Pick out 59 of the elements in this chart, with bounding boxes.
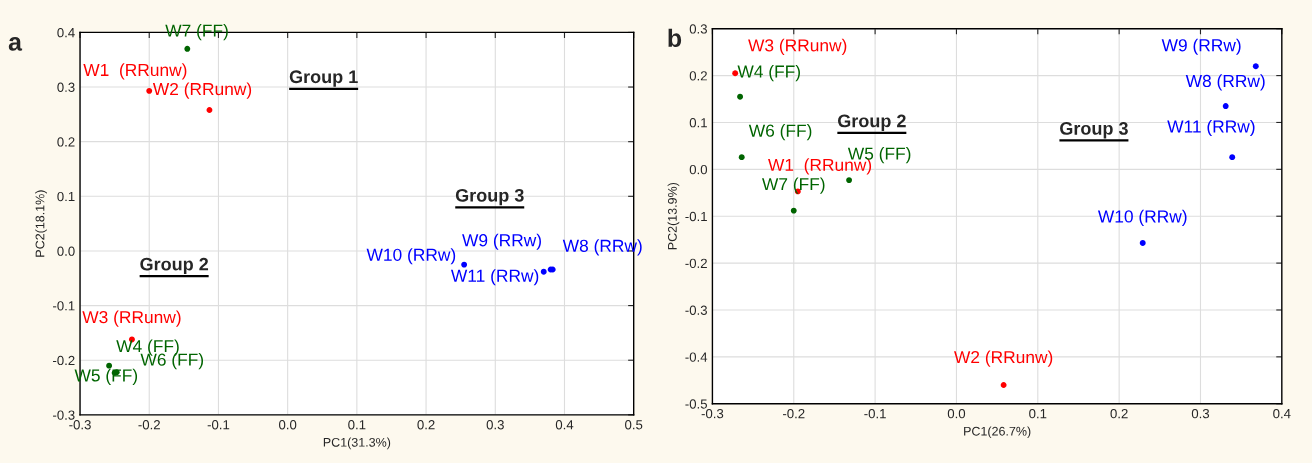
data-label: W6 (FF) [748,124,812,141]
x-tick-label: 0.5 [625,420,643,430]
y-tick-label: 0.2 [57,137,75,147]
y-tick-label: 0.1 [57,191,75,202]
x-tick-label: 0.2 [417,420,435,430]
y-tick-label: -0.2 [53,355,75,366]
x-tick-label: -0.2 [782,408,805,419]
annotation: Group 1 [289,70,358,87]
y-tick-label: 0.1 [689,118,707,128]
x-axis-title: PC1(26.7%) [964,426,1031,439]
y-tick-label: 0.3 [57,82,75,92]
data-label: W4 (FF) [737,64,800,82]
x-tick-label: 0.0 [279,420,297,430]
x-tick-label: -0.1 [864,408,886,419]
y-tick-label: -0.2 [685,258,707,269]
data-label: W2 (RRunw) [152,82,252,99]
y-axis-title: PC2(18.1%) [35,190,47,257]
data-label: W10 (RRw) [1097,209,1187,227]
y-tick-label: -0.5 [685,399,707,409]
y-tick-label: -0.1 [53,301,75,311]
x-tick-label: 0.3 [486,420,504,430]
x-tick-label: 0.1 [348,420,366,430]
annotation: Group 2 [140,257,209,275]
data-label: W9 (RRw) [462,233,541,250]
x-tick-label: 0.4 [1273,408,1291,419]
x-tick-label: -0.2 [138,420,160,430]
data-label: W9 (RRw) [1161,38,1241,55]
annotation: Group 2 [837,114,906,131]
x-tick-label: 0.0 [947,408,966,419]
x-tick-label: -0.3 [701,408,724,419]
annotation: Group 3 [1060,122,1128,139]
y-tick-label: -0.4 [685,352,708,362]
y-tick-label: -0.3 [685,305,707,315]
text: b [668,28,682,48]
data-label: W3 (RRunw) [748,38,847,55]
data-label: W11 (RRw) [1167,119,1255,137]
x-tick-label: 0.1 [1029,408,1047,419]
data-label: W2 (RRunw) [954,350,1053,367]
data-label: W11 (RRw) [450,269,539,286]
y-tick-label: 0.2 [689,71,707,81]
x-tick-label: -0.1 [207,420,230,430]
x-tick-label: 0.4 [555,420,574,430]
y-axis-title: PC2(13.9%) [667,182,680,250]
text: a [8,37,23,51]
x-tick-label: 0.3 [1191,408,1210,419]
y-tick-label: 0.3 [689,24,707,34]
x-tick-label: -0.3 [69,420,91,430]
data-label: W3 (RRunw) [82,310,181,327]
data-label: W7 (FF) [762,177,825,194]
annotation: Group 3 [455,188,524,206]
y-tick-label: 0.0 [57,246,75,256]
data-label: W10 (RRw) [366,248,456,265]
y-tick-label: 0.0 [689,164,708,175]
y-tick-label: -0.1 [685,211,707,222]
data-label: W8 (RRw) [1185,74,1265,91]
data-label: W1 (RRunw) [83,63,187,80]
y-tick-label: 0.4 [57,27,75,38]
x-tick-label: 0.2 [1110,408,1128,419]
x-axis-title: PC1(31.3%) [323,437,391,450]
